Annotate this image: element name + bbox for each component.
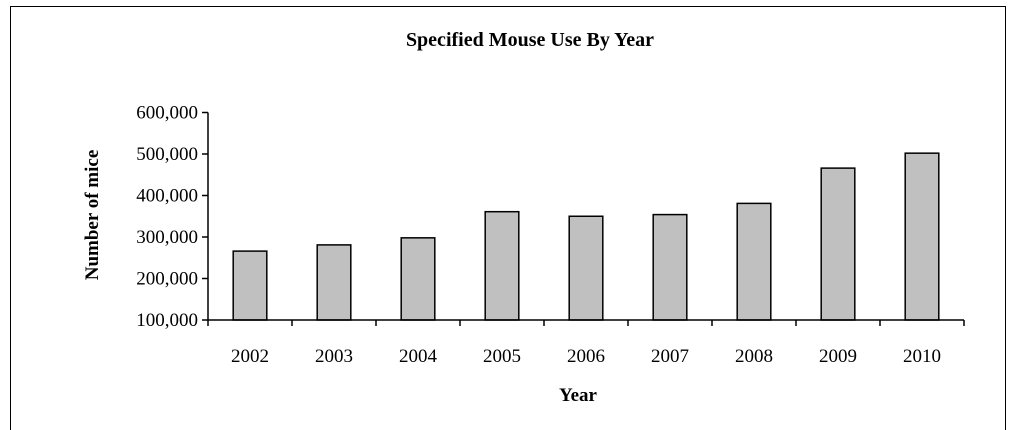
x-tick-label: 2008 — [735, 346, 773, 367]
y-tick-label: 400,000 — [136, 186, 198, 207]
x-axis-title: Year — [559, 385, 598, 406]
x-axis: 2002 2003 2004 2005 2006 2007 2008 2009 2010 — [207, 319, 965, 367]
bar-2002 — [232, 250, 268, 321]
bar-2004 — [400, 237, 436, 321]
y-axis: 100,000 200,000 300,000 400,000 500,000 600,0… — [136, 103, 209, 331]
y-tick-label: 300,000 — [136, 227, 198, 248]
y-tick-label: 600,000 — [136, 103, 198, 124]
x-tick-label: 2005 — [483, 346, 521, 367]
x-tick-label: 2009 — [819, 346, 857, 367]
bar-2003 — [316, 244, 352, 321]
y-axis-title: Number of mice — [82, 150, 103, 281]
bar-2007 — [652, 213, 688, 321]
y-tick-label: 200,000 — [136, 269, 198, 290]
bar-2010 — [904, 152, 940, 321]
y-tick-label: 500,000 — [136, 144, 198, 165]
x-tick-label: 2004 — [399, 346, 438, 367]
bars — [232, 152, 940, 321]
bar-2008 — [736, 202, 772, 321]
x-tick-label: 2002 — [231, 346, 269, 367]
x-tick-label: 2006 — [567, 346, 605, 367]
x-tick-label: 2003 — [315, 346, 353, 367]
chart-title: Specified Mouse Use By Year — [406, 29, 654, 51]
bar-2005 — [484, 210, 520, 321]
y-tick-label: 100,000 — [136, 310, 198, 331]
x-tick-label: 2007 — [651, 346, 689, 367]
x-tick-label: 2010 — [903, 346, 941, 367]
bar-2006 — [568, 215, 604, 321]
chart-frame — [10, 6, 1006, 430]
bar-2009 — [820, 167, 856, 321]
